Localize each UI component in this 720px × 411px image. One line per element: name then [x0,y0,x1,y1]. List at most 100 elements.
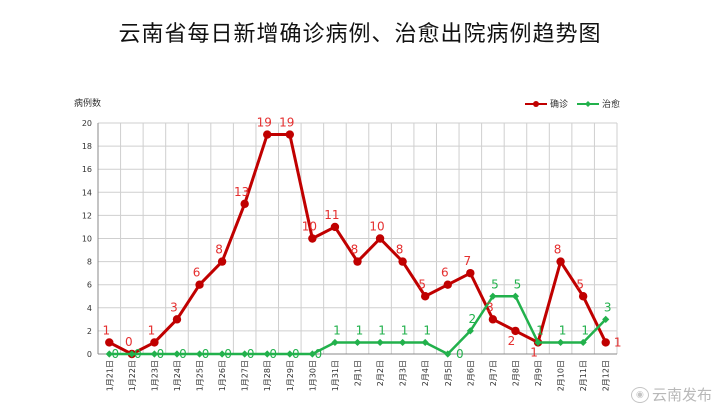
data-point-cured [466,327,474,335]
y-tick-label: 0 [87,350,92,359]
data-label-confirmed: 7 [464,254,472,268]
x-tick-label: 1月26日 [218,360,227,391]
data-label-confirmed: 2 [508,334,516,348]
data-label-cured: 1 [401,323,409,337]
data-label-cured: 1 [536,323,544,337]
data-point-cured [150,350,159,358]
data-point-confirmed [263,130,272,139]
legend-marker [585,101,591,107]
data-point-confirmed [195,280,204,289]
chart-title: 云南省每日新增确诊病例、治愈出院病例趋势图 [118,22,602,47]
data-label-cured: 5 [514,277,522,291]
x-tick-label: 1月25日 [196,360,205,391]
data-point-confirmed [398,257,407,266]
y-tick-label: 20 [82,119,92,128]
x-tick-label: 2月3日 [399,360,408,386]
data-label-confirmed: 8 [351,243,359,257]
legend-label: 治愈 [602,98,620,110]
x-tick-label: 2月7日 [489,360,498,386]
weibo-icon: ◉ [630,386,649,403]
y-tick-label: 8 [87,258,92,267]
x-tick-label: 2月5日 [444,360,453,386]
data-point-confirmed [353,257,362,266]
data-point-cured [579,338,587,347]
data-label-confirmed: 1 [148,323,156,337]
data-label-cured: 0 [224,347,232,361]
data-label-confirmed: 13 [234,185,249,199]
x-tick-label: 2月9日 [534,360,543,386]
x-tick-label: 1月23日 [150,360,159,391]
x-tick-label: 1月30日 [308,360,317,391]
y-tick-label: 16 [82,165,92,174]
legend-label: 确诊 [550,98,568,110]
data-label-confirmed: 11 [324,208,339,222]
data-label-cured: 1 [423,323,431,337]
data-point-cured [195,350,204,358]
x-tick-label: 2月6日 [466,360,475,386]
data-label-cured: 1 [559,323,567,337]
x-tick-label: 1月24日 [173,360,182,391]
x-tick-label: 2月8日 [511,360,520,386]
data-label-cured: 0 [315,347,323,361]
data-label-cured: 0 [247,347,255,361]
data-label-confirmed: 8 [215,243,223,257]
data-label-confirmed: 6 [193,266,201,280]
legend: 确诊 治愈 [525,98,620,110]
data-point-cured [105,350,113,358]
data-point-confirmed [240,199,249,209]
data-point-cured [353,338,362,347]
data-point-confirmed [466,268,475,278]
data-point-confirmed [443,280,452,289]
x-tick-label: 2月10日 [557,360,566,391]
data-label-confirmed: 8 [554,243,562,257]
x-tick-label: 1月21日 [105,360,114,391]
data-label-cured: 5 [491,277,499,291]
data-point-confirmed [511,326,520,336]
data-point-cured [263,350,271,358]
x-tick-label: 2月2日 [376,360,385,386]
data-point-cured [444,350,452,358]
data-point-confirmed [420,292,430,301]
x-tick-label: 1月29日 [286,360,295,391]
data-point-cured [556,338,565,347]
data-label-confirmed: 19 [279,116,294,130]
data-point-confirmed [601,338,610,347]
data-label-confirmed: 3 [486,300,494,314]
data-label-confirmed: 1 [102,323,110,337]
data-point-cured [534,338,542,347]
data-label-confirmed: 1 [530,345,538,359]
data-label-cured: 0 [202,347,210,361]
data-label-cured: 3 [604,300,612,314]
y-tick-label: 4 [87,304,92,313]
y-tick-label: 18 [82,142,92,151]
data-point-cured [399,338,407,347]
legend-marker [533,101,539,107]
data-point-confirmed [330,222,340,232]
data-point-confirmed [556,257,565,266]
data-point-cured [331,338,339,347]
data-label-confirmed: 6 [441,266,449,280]
data-label-cured: 0 [111,347,119,361]
data-label-confirmed: 5 [576,277,584,291]
x-tick-label: 1月27日 [241,360,250,391]
y-tick-label: 12 [82,211,92,220]
data-label-confirmed: 8 [396,243,404,257]
data-label-confirmed: 10 [369,220,384,234]
data-label-cured: 1 [581,323,589,337]
data-point-cured [376,338,384,347]
x-tick-label: 1月28日 [263,360,272,391]
data-label-cured: 1 [378,323,386,337]
data-label-confirmed: 5 [418,277,426,291]
data-point-cured [173,350,181,358]
data-point-cured [511,292,520,300]
data-label-confirmed: 19 [257,116,272,130]
data-label-confirmed: 0 [125,335,133,349]
y-tick-label: 2 [87,327,92,336]
y-tick-label: 10 [82,235,92,244]
data-label-confirmed: 10 [302,220,317,234]
data-point-cured [241,350,249,358]
watermark-text: 云南发布 [651,386,712,404]
